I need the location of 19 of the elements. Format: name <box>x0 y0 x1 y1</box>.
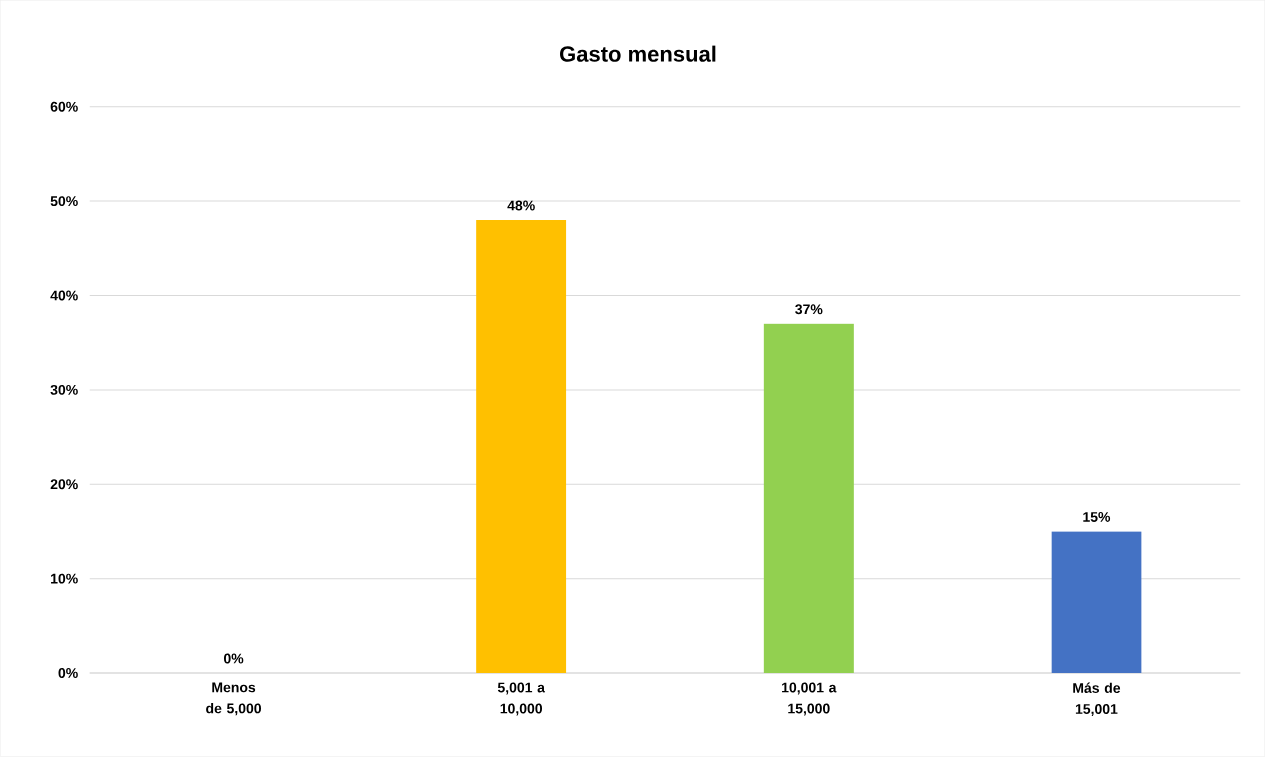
data-label: 48% <box>507 200 535 211</box>
y-tick-label: 40% <box>50 290 78 301</box>
data-label: 0% <box>223 653 244 664</box>
y-tick-label: 60% <box>50 101 78 112</box>
y-tick-label: 20% <box>50 479 78 490</box>
x-tick-label: 10,001 a 15,000 <box>782 682 837 716</box>
y-tick-label: 30% <box>50 385 78 395</box>
x-tick-label: 5,001 a 10,000 <box>497 682 546 716</box>
bar <box>476 220 567 674</box>
y-tick-label: 0% <box>58 668 78 679</box>
y-tick-label: 50% <box>50 196 78 207</box>
bar <box>763 323 854 674</box>
data-label: 37% <box>795 304 823 315</box>
y-tick-label: 10% <box>51 573 78 584</box>
x-tick-label: Menos de 5,000 <box>206 682 262 716</box>
chart-title: Gasto mensual <box>560 45 716 62</box>
x-tick-label: Más de 15,001 <box>1073 682 1121 717</box>
bar <box>1051 531 1142 674</box>
data-label: 15% <box>1083 512 1111 523</box>
